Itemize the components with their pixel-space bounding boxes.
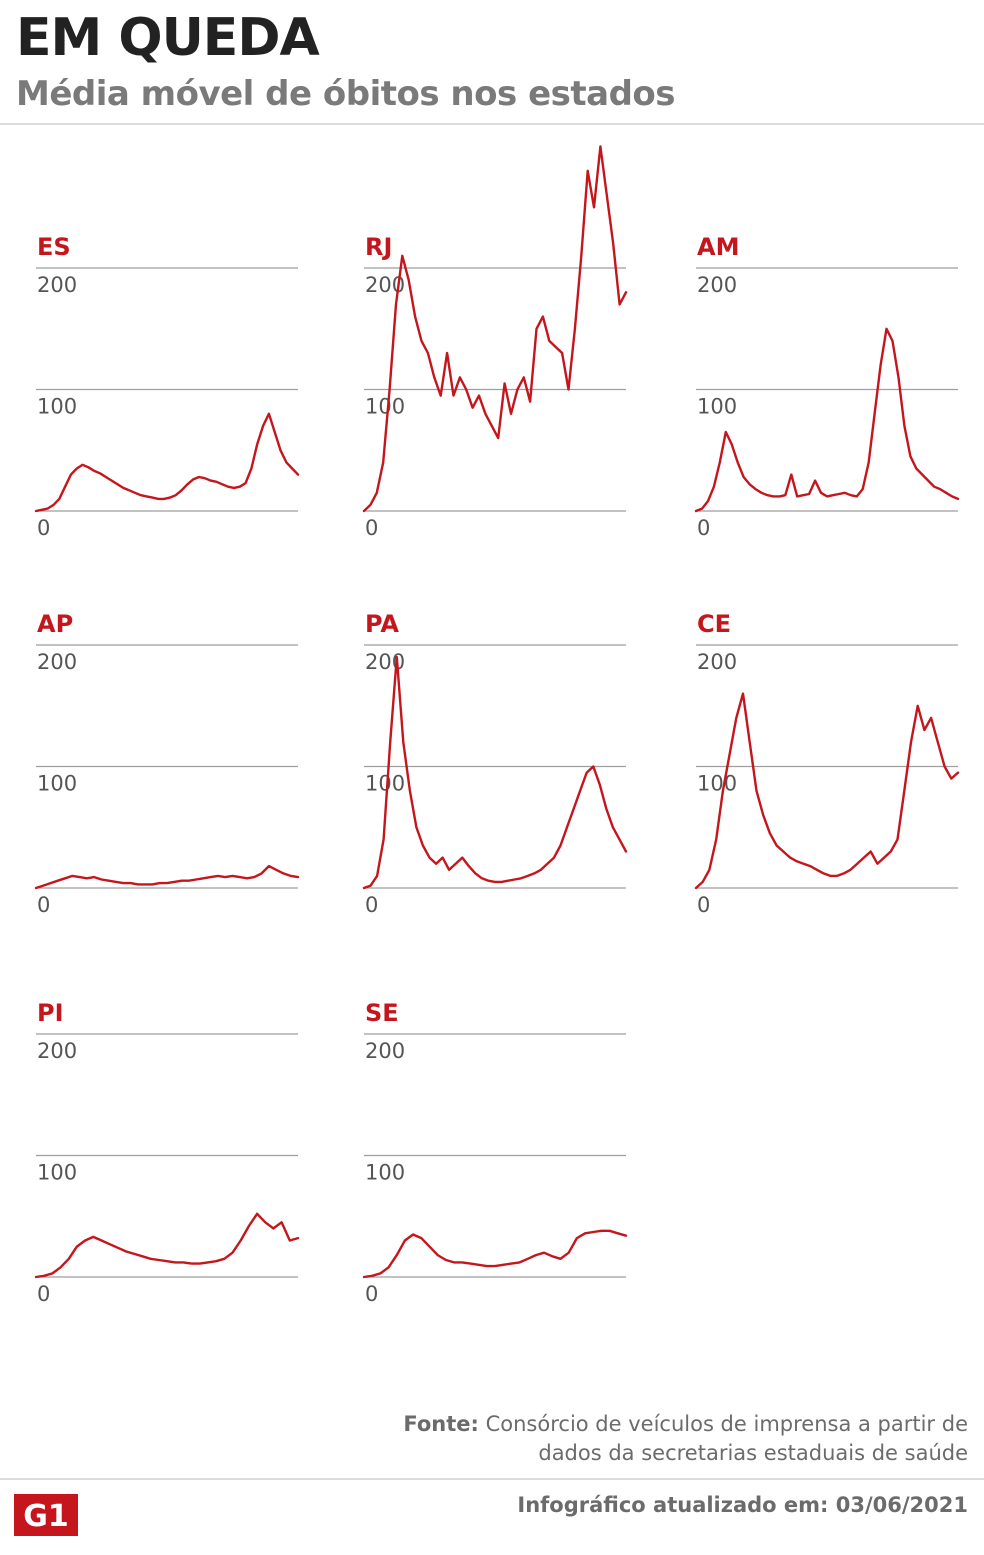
y-tick-label: 200	[365, 650, 405, 674]
y-tick-label: 0	[37, 893, 50, 917]
y-tick-label: 200	[365, 1039, 405, 1063]
footer-divider	[0, 1478, 984, 1480]
g1-logo: G1	[14, 1494, 78, 1536]
y-tick-label: 200	[37, 273, 77, 297]
y-tick-label: 200	[37, 650, 77, 674]
chart-ap: AP 0 100 200	[34, 610, 300, 917]
source-note: Fonte: Consórcio de veículos de imprensa…	[348, 1410, 968, 1468]
y-tick-label: 100	[365, 395, 405, 419]
series-line	[694, 692, 960, 890]
y-tick-label: 200	[697, 273, 737, 297]
source-label: Fonte:	[403, 1412, 479, 1436]
y-tick-label: 100	[365, 1161, 405, 1185]
chart-es: ES 0 100 200	[34, 233, 300, 540]
y-tick-label: 0	[697, 893, 710, 917]
series-line	[34, 864, 300, 890]
y-tick-label: 0	[37, 516, 50, 540]
y-tick-label: 100	[37, 1161, 77, 1185]
series-line	[694, 327, 960, 513]
chart-title: ES	[37, 233, 71, 261]
chart-title: SE	[365, 999, 399, 1027]
chart-title: AM	[697, 233, 739, 261]
header-divider	[0, 123, 984, 125]
y-tick-label: 100	[37, 772, 77, 796]
y-tick-label: 0	[365, 516, 378, 540]
chart-am: AM 0 100 200	[694, 233, 960, 540]
y-tick-label: 0	[37, 1282, 50, 1306]
series-line	[362, 655, 628, 890]
chart-title: PA	[365, 610, 399, 638]
y-tick-label: 0	[365, 1282, 378, 1306]
chart-title: PI	[37, 999, 64, 1027]
small-multiples-charts: ES 0 100 200 RJ 0 100 200 AM 0 100 200 AP 0 100 200 PA 0 1…	[34, 145, 960, 1306]
y-tick-label: 0	[365, 893, 378, 917]
chart-pi: PI 0 100 200	[34, 999, 300, 1306]
chart-title: RJ	[365, 233, 392, 261]
y-tick-label: 100	[697, 772, 737, 796]
y-tick-label: 100	[697, 395, 737, 419]
series-line	[362, 1229, 628, 1279]
updated-note: Infográfico atualizado em: 03/06/2021	[517, 1493, 968, 1517]
series-line	[34, 1212, 300, 1279]
y-tick-label: 200	[697, 650, 737, 674]
chart-pa: PA 0 100 200	[362, 610, 628, 917]
chart-ce: CE 0 100 200	[694, 610, 960, 917]
source-text: Consórcio de veículos de imprensa a part…	[485, 1412, 968, 1465]
series-line	[34, 412, 300, 513]
y-tick-label: 200	[37, 1039, 77, 1063]
chart-se: SE 0 100 200	[362, 999, 628, 1306]
y-tick-label: 100	[37, 395, 77, 419]
g1-logo-text: G1	[23, 1499, 69, 1534]
page-title: EM QUEDA	[16, 8, 320, 68]
chart-title: AP	[37, 610, 73, 638]
chart-title: CE	[697, 610, 731, 638]
y-tick-label: 100	[365, 772, 405, 796]
g1-logo-background	[14, 1494, 78, 1536]
y-tick-label: 0	[697, 516, 710, 540]
page-subtitle: Média móvel de óbitos nos estados	[16, 74, 676, 114]
series-line	[362, 145, 628, 513]
